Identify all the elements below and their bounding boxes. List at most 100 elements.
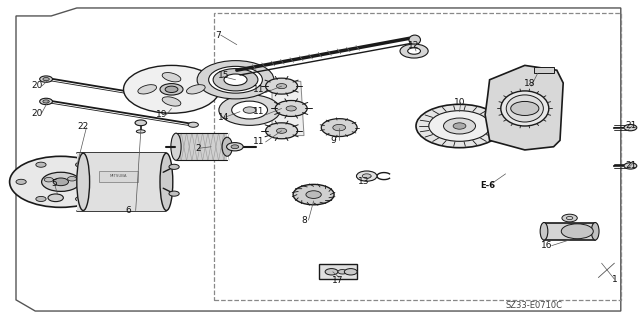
Text: 17: 17 (332, 276, 344, 285)
Circle shape (429, 111, 490, 141)
Circle shape (276, 84, 287, 89)
Ellipse shape (540, 223, 548, 240)
Polygon shape (272, 81, 304, 136)
Text: 11: 11 (253, 107, 265, 116)
Circle shape (213, 69, 258, 91)
Bar (544, 223, 595, 240)
Circle shape (188, 122, 198, 127)
Circle shape (362, 174, 371, 178)
Circle shape (165, 86, 178, 93)
Bar (214, 13, 621, 300)
Circle shape (624, 124, 637, 131)
Circle shape (224, 74, 247, 85)
Circle shape (453, 123, 466, 129)
Ellipse shape (162, 72, 181, 82)
Circle shape (321, 119, 357, 137)
Text: 19: 19 (156, 110, 167, 119)
Circle shape (266, 78, 298, 94)
Circle shape (231, 145, 239, 149)
Polygon shape (485, 65, 563, 150)
Circle shape (188, 100, 198, 106)
Circle shape (624, 163, 637, 169)
Ellipse shape (500, 91, 548, 126)
Circle shape (169, 164, 179, 169)
Bar (319, 264, 357, 279)
Text: 7: 7 (215, 31, 220, 40)
Circle shape (232, 101, 268, 119)
Circle shape (40, 98, 52, 105)
Ellipse shape (77, 153, 90, 211)
Circle shape (43, 78, 49, 81)
Text: 21: 21 (625, 161, 637, 170)
Circle shape (48, 194, 63, 202)
Text: 14: 14 (218, 113, 230, 122)
Text: 11: 11 (253, 85, 265, 94)
Circle shape (36, 162, 46, 167)
Ellipse shape (162, 97, 181, 106)
Circle shape (243, 107, 256, 113)
Ellipse shape (138, 85, 157, 94)
Circle shape (325, 269, 338, 275)
Circle shape (444, 118, 476, 134)
Circle shape (16, 179, 26, 184)
Circle shape (266, 123, 298, 139)
Circle shape (10, 156, 112, 207)
Circle shape (76, 162, 86, 167)
Text: 1: 1 (612, 275, 617, 284)
Circle shape (197, 61, 274, 99)
Circle shape (408, 48, 420, 54)
Circle shape (356, 171, 377, 181)
Ellipse shape (591, 223, 599, 240)
Circle shape (95, 179, 106, 184)
Text: 20: 20 (31, 81, 43, 90)
Text: 5: 5 (52, 179, 57, 188)
Circle shape (227, 143, 243, 151)
Circle shape (42, 172, 80, 191)
Circle shape (562, 214, 577, 222)
Circle shape (293, 184, 334, 205)
Circle shape (306, 191, 321, 198)
Ellipse shape (171, 133, 181, 160)
Text: 12: 12 (408, 41, 420, 50)
Circle shape (68, 176, 77, 181)
Text: MITSUBA: MITSUBA (109, 174, 127, 178)
Text: 22: 22 (77, 122, 89, 131)
Text: 15: 15 (218, 71, 230, 80)
Circle shape (276, 128, 287, 133)
Text: 2: 2 (196, 144, 201, 153)
Circle shape (36, 197, 46, 202)
Polygon shape (16, 8, 621, 311)
Circle shape (511, 101, 539, 115)
Text: 8: 8 (301, 216, 307, 225)
Circle shape (169, 191, 179, 196)
Circle shape (40, 76, 52, 82)
Circle shape (286, 106, 296, 111)
Circle shape (44, 177, 53, 182)
Text: E-6: E-6 (480, 181, 495, 190)
Circle shape (400, 44, 428, 58)
Circle shape (209, 66, 262, 93)
Text: 13: 13 (358, 177, 369, 186)
Circle shape (160, 84, 183, 95)
Ellipse shape (222, 137, 232, 156)
Text: 6: 6 (125, 206, 131, 215)
Text: SZ33-E0710C: SZ33-E0710C (506, 301, 563, 310)
Text: 10: 10 (454, 98, 465, 107)
Ellipse shape (409, 35, 420, 45)
Polygon shape (51, 194, 60, 196)
Bar (176, 133, 227, 160)
Bar (534, 67, 554, 73)
Text: 16: 16 (541, 241, 553, 250)
Text: 18: 18 (524, 79, 536, 88)
Ellipse shape (160, 153, 173, 211)
Text: 20: 20 (31, 109, 43, 118)
Circle shape (219, 95, 280, 125)
Circle shape (135, 120, 147, 126)
Ellipse shape (561, 224, 593, 239)
Circle shape (124, 65, 220, 113)
Bar (99, 171, 138, 182)
Circle shape (76, 197, 86, 202)
Circle shape (333, 124, 346, 131)
Circle shape (43, 100, 49, 103)
Ellipse shape (136, 130, 145, 133)
